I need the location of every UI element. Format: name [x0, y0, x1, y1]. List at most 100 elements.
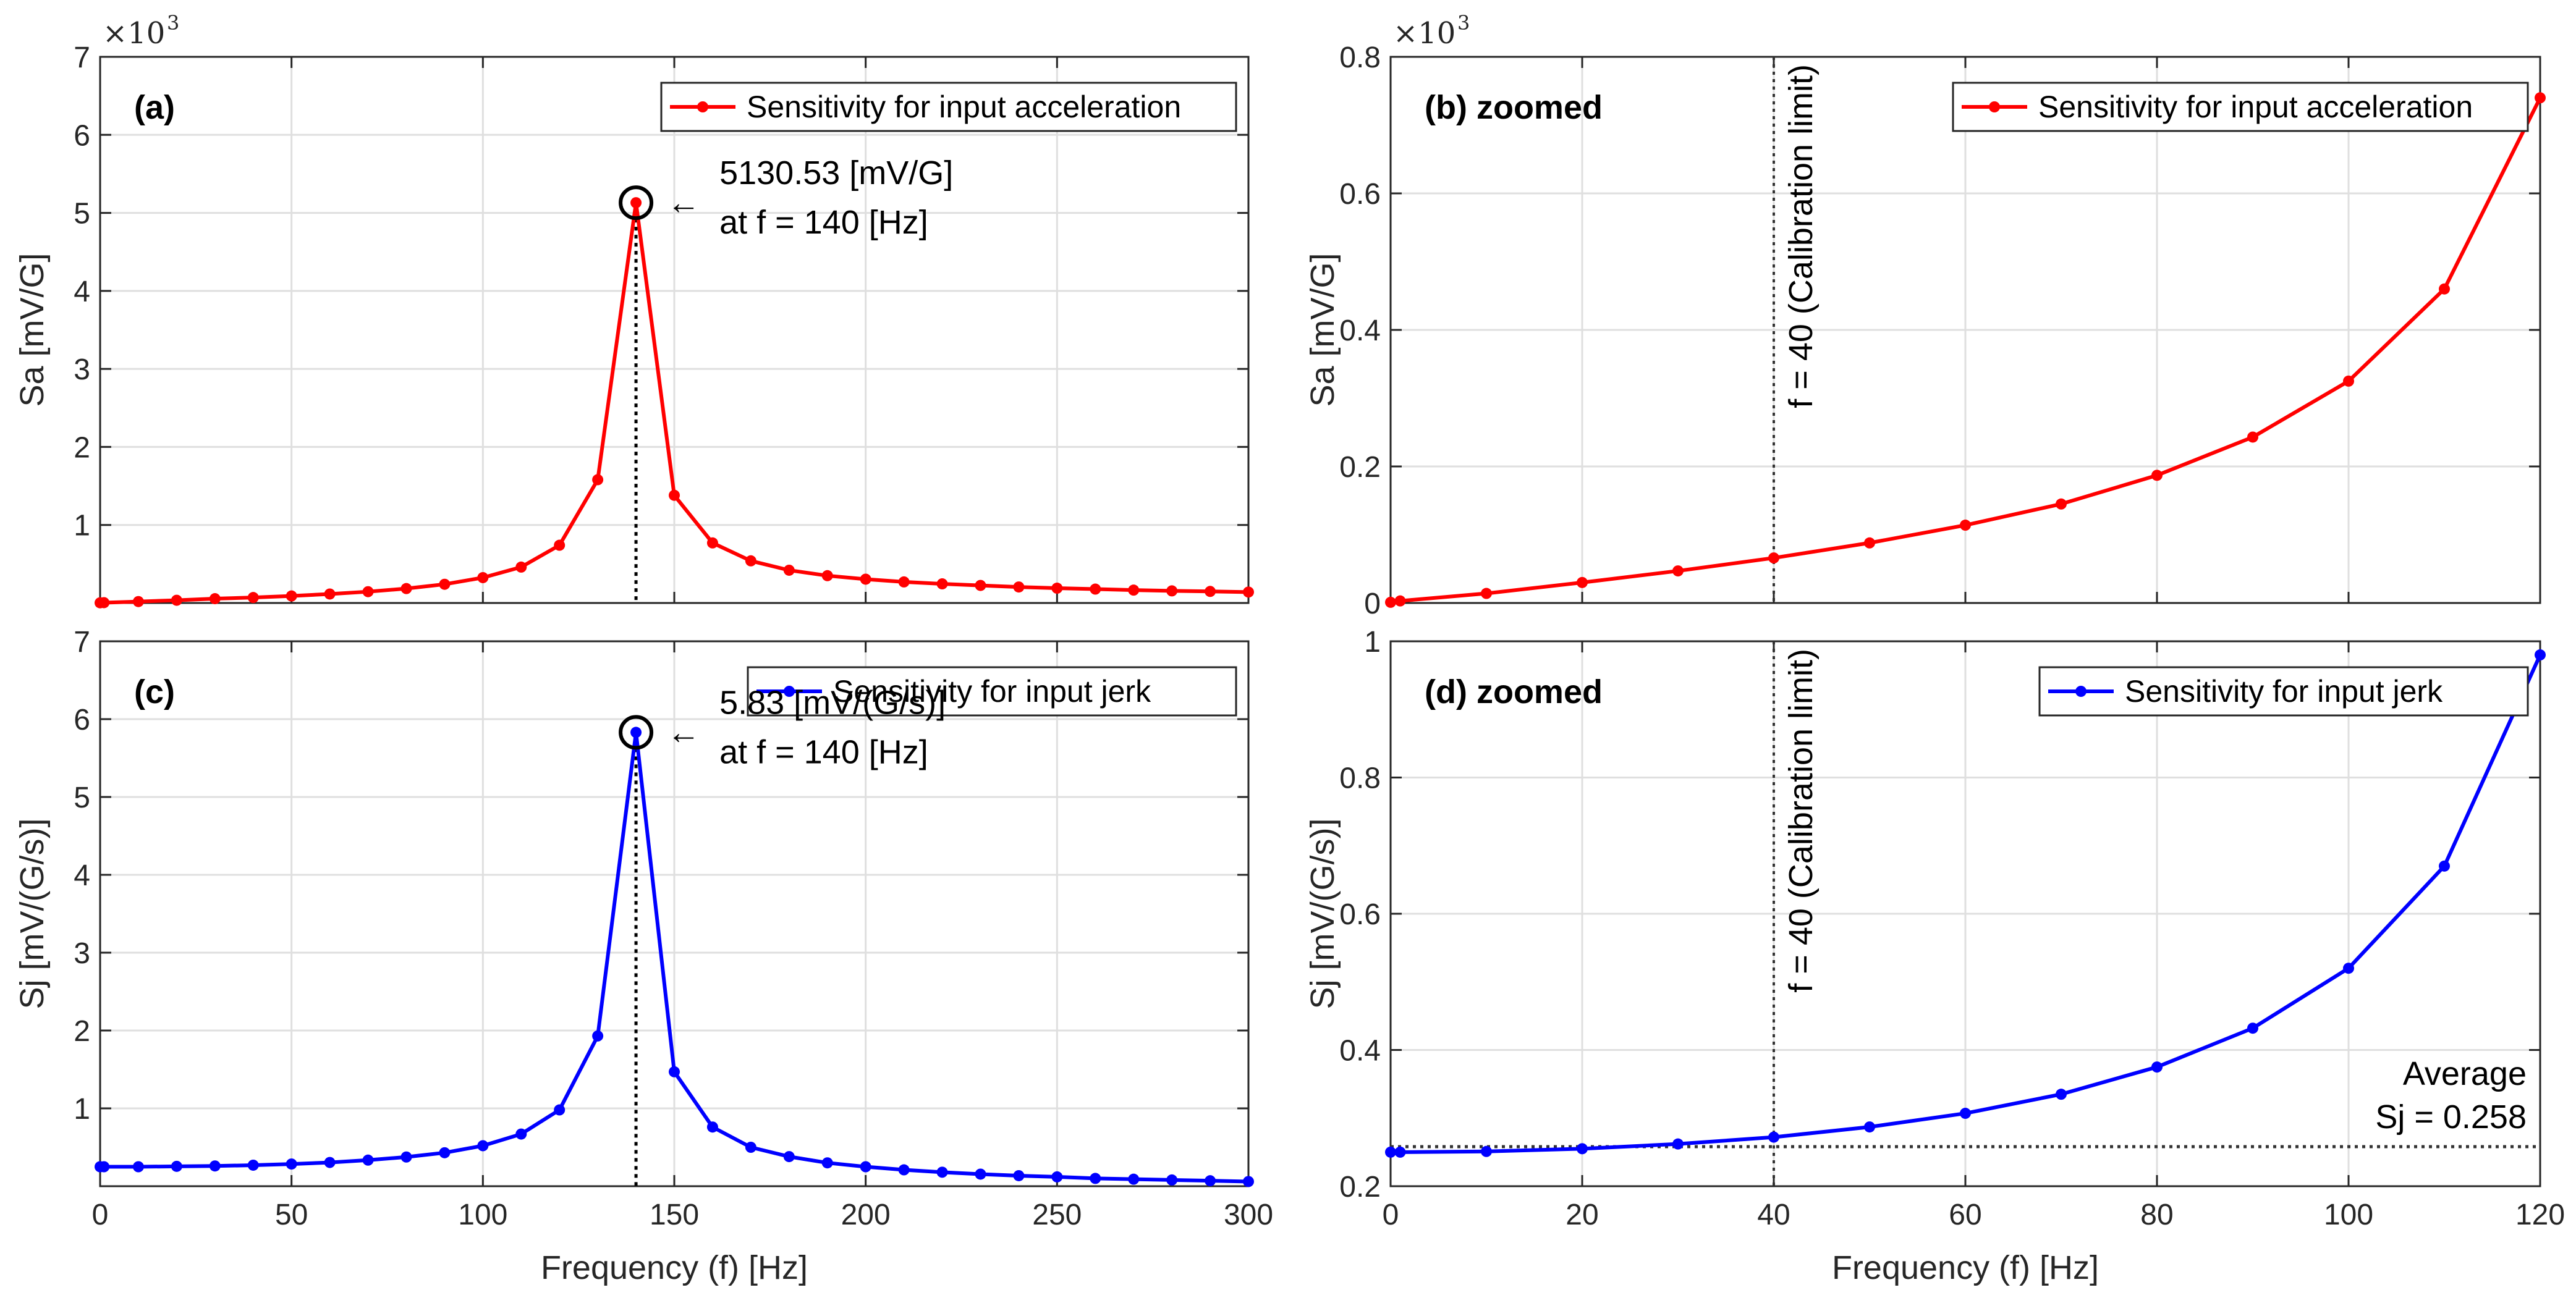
- x-tick-label: 20: [1566, 1199, 1598, 1231]
- calibration-limit-label: f = 40 (Calibration limit): [1782, 649, 1820, 993]
- data-point: [2535, 649, 2546, 661]
- data-point: [1166, 1174, 1178, 1186]
- legend-entry: Sensitivity for input jerk: [2125, 674, 2443, 709]
- data-point: [1013, 581, 1025, 593]
- x-tick-label: 300: [1224, 1199, 1273, 1231]
- x-tick-label: 40: [1757, 1199, 1790, 1231]
- chart-panel-b: 0 0.2 0.4 0.6 0.8 ×10 3 Sa [mV/G] f = 40 (Calibr…: [1304, 11, 2546, 620]
- data-point: [592, 1030, 604, 1042]
- data-point: [477, 1140, 489, 1152]
- data-point: [1205, 586, 1216, 597]
- data-point: [1128, 584, 1140, 596]
- data-point: [1243, 586, 1254, 598]
- data-point: [1090, 1173, 1101, 1184]
- legend: Sensitivity for input jerk: [747, 666, 1237, 717]
- data-point: [1864, 1121, 1875, 1133]
- y-axis-label: Sa [mV/G]: [1304, 253, 1341, 407]
- data-point: [515, 1128, 527, 1140]
- x-tick-label: 250: [1032, 1199, 1082, 1231]
- y-tick-label: 6: [74, 704, 90, 736]
- data-point: [706, 1121, 718, 1133]
- data-point: [898, 1164, 910, 1176]
- y-tick-label: 1: [1364, 626, 1381, 659]
- legend-marker: [1989, 101, 2000, 112]
- data-point: [592, 474, 604, 486]
- data-point: [1385, 596, 1396, 608]
- data-point: [2343, 963, 2354, 974]
- series-line: [1390, 96, 2542, 604]
- data-point: [362, 1154, 374, 1166]
- data-point: [2056, 1089, 2067, 1100]
- data-point: [898, 576, 910, 588]
- x-tick-label: 100: [2324, 1199, 2373, 1231]
- y-tick-label: 0.2: [1339, 1171, 1381, 1204]
- calibration-limit-label: f = 40 (Calibration limit): [1782, 64, 1820, 408]
- x-tick-label: 0: [92, 1199, 109, 1231]
- data-point: [439, 578, 451, 590]
- legend-box: [2038, 666, 2529, 717]
- peak-annotation: 5130.53 [mV/G]: [719, 154, 953, 192]
- data-point: [936, 578, 948, 590]
- legend-marker: [784, 686, 795, 697]
- y-tick-label: 4: [74, 859, 90, 892]
- x-tick-label: 80: [2140, 1199, 2173, 1231]
- x-tick-label: 150: [650, 1199, 699, 1231]
- data-point: [2151, 1061, 2163, 1073]
- data-point: [2151, 470, 2163, 481]
- legend: Sensitivity for input jerk: [2038, 666, 2529, 717]
- y-tick-label: 3: [74, 353, 90, 386]
- data-point: [630, 197, 642, 209]
- data-point: [2247, 1022, 2258, 1034]
- peak-annotation: 5.83 [mV/(G/s)]: [719, 684, 946, 721]
- y-tick-label: 3: [74, 937, 90, 970]
- x-tick-label: 100: [458, 1199, 507, 1231]
- peak-annotation: at f = 140 [Hz]: [719, 204, 928, 241]
- peak-marker: [619, 185, 654, 221]
- y-exponent-power: 3: [1457, 11, 1470, 35]
- data-point: [1864, 537, 1875, 549]
- data-point: [439, 1147, 451, 1158]
- data-point: [975, 580, 986, 591]
- data-point: [1051, 583, 1063, 594]
- chart-panel-c: 0 50 100 150 200 250 300 1 2 3 4 5 6 7 Sj [mV/(G/s)] Fr…: [14, 626, 1273, 1286]
- series-line: [1391, 654, 2542, 1154]
- legend: Sensitivity for input acceleration: [660, 82, 1237, 132]
- data-point: [1051, 1171, 1063, 1182]
- data-point: [821, 570, 833, 581]
- data-point: [247, 592, 259, 604]
- data-point: [1768, 1131, 1779, 1143]
- y-tick-label: 0: [1364, 588, 1381, 620]
- y-tick-label: 0.8: [1339, 41, 1381, 74]
- data-point: [745, 555, 756, 567]
- y-tick-label: 0.8: [1339, 762, 1381, 795]
- data-point: [2056, 498, 2067, 510]
- y-tick-label: 7: [74, 41, 90, 74]
- y-tick-label: 5: [74, 782, 90, 814]
- legend-entry: Sensitivity for input jerk: [833, 674, 1151, 709]
- data-point: [324, 588, 336, 600]
- data-point: [400, 1151, 412, 1163]
- y-tick-label: 7: [74, 626, 90, 659]
- panel-label: (d) zoomed: [1425, 673, 1603, 710]
- chart-panel-d: 0 20 40 60 80 100 120 0.2 0.4 0.6 0.8 1 Sj [mV/(G/s)…: [1304, 626, 2565, 1286]
- data-point: [2535, 92, 2546, 104]
- y-tick-label: 0.2: [1339, 451, 1381, 484]
- data-point: [286, 590, 297, 602]
- y-tick-label: 2: [74, 431, 90, 464]
- peak-annotation: at f = 140 [Hz]: [719, 733, 928, 770]
- legend-entry: Sensitivity for input acceleration: [2038, 90, 2473, 124]
- data-point: [2247, 431, 2258, 443]
- panel-label: (c): [134, 673, 175, 710]
- data-point: [1960, 1108, 1971, 1119]
- data-point: [2439, 283, 2450, 295]
- data-point: [1481, 588, 1492, 599]
- peak-arrow: ←: [667, 714, 700, 751]
- data-point: [1672, 1138, 1684, 1150]
- y-exponent-label: ×10: [1393, 16, 1455, 51]
- y-tick-label: 2: [74, 1015, 90, 1048]
- data-point: [1013, 1170, 1025, 1181]
- legend-box: [747, 666, 1237, 717]
- data-point: [745, 1142, 756, 1153]
- data-point: [1672, 565, 1684, 577]
